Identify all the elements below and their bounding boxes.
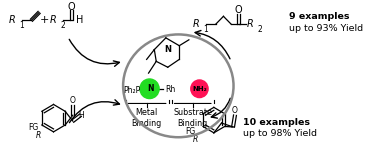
Text: FG: FG (185, 127, 195, 136)
Text: H: H (76, 15, 83, 25)
Text: Metal
Binding: Metal Binding (132, 108, 162, 128)
Text: Rh: Rh (165, 85, 175, 94)
Text: 1: 1 (203, 24, 208, 33)
Text: H: H (79, 111, 84, 120)
Text: R: R (193, 135, 198, 144)
Text: N: N (164, 45, 171, 54)
Circle shape (191, 80, 208, 98)
Text: 9 examples: 9 examples (289, 12, 349, 21)
Text: R: R (36, 131, 42, 140)
Circle shape (140, 79, 159, 99)
Text: N: N (147, 84, 154, 93)
Text: 2: 2 (60, 21, 65, 30)
Text: O: O (68, 2, 76, 12)
Text: 10 examples: 10 examples (243, 118, 310, 127)
Text: O: O (235, 5, 243, 15)
Text: up to 98% Yield: up to 98% Yield (243, 129, 317, 138)
Text: NH₂: NH₂ (192, 86, 207, 92)
Text: R: R (8, 15, 15, 25)
Text: +: + (40, 15, 50, 25)
Text: O: O (70, 96, 76, 105)
Text: R: R (193, 19, 200, 29)
Text: 1: 1 (19, 21, 24, 30)
Text: FG: FG (28, 123, 39, 132)
Text: Ph₂P: Ph₂P (124, 86, 141, 95)
Text: O: O (232, 106, 238, 115)
Text: R: R (50, 15, 56, 25)
Text: 2: 2 (257, 24, 262, 33)
Text: up to 93% Yield: up to 93% Yield (289, 24, 363, 33)
Text: R: R (246, 19, 253, 29)
Text: Substrate
Binding: Substrate Binding (173, 108, 212, 128)
